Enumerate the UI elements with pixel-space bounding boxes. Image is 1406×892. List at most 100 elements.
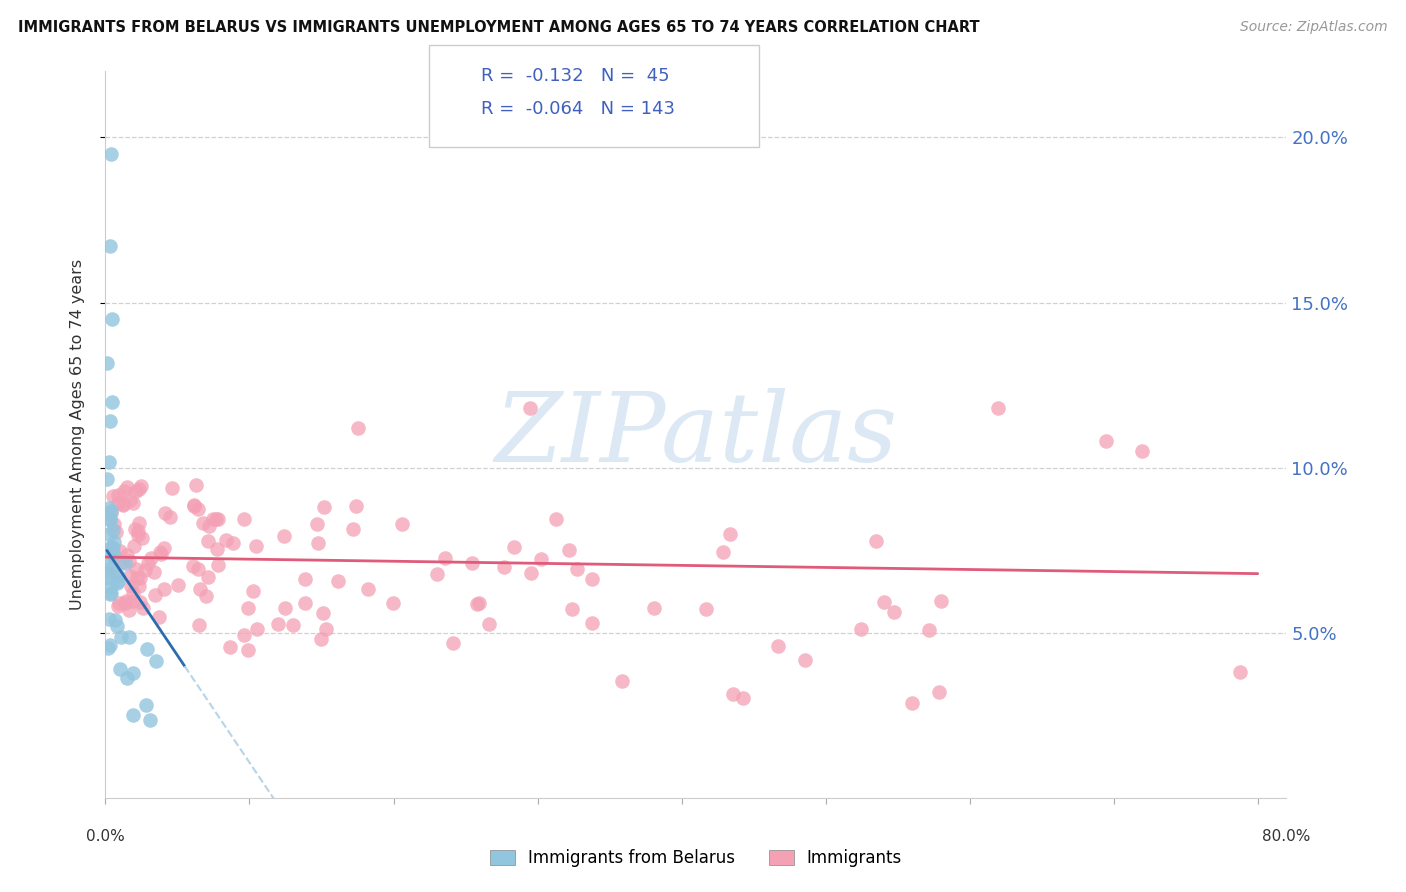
Point xyxy=(143,565,166,579)
Point xyxy=(433,550,456,565)
Point xyxy=(149,545,172,559)
Point xyxy=(104,613,127,627)
Point xyxy=(152,582,174,597)
Point xyxy=(219,640,242,655)
Point xyxy=(128,482,150,496)
Point xyxy=(128,579,150,593)
Point xyxy=(883,606,905,620)
Point xyxy=(98,586,121,600)
Point xyxy=(391,517,413,532)
Point xyxy=(117,630,139,644)
Point xyxy=(101,489,124,503)
Point xyxy=(342,522,364,536)
Point xyxy=(131,532,153,546)
Point xyxy=(246,623,269,637)
Point xyxy=(124,539,146,553)
Point xyxy=(245,539,267,553)
Point xyxy=(100,541,122,555)
Point xyxy=(135,642,157,657)
Point xyxy=(198,518,221,533)
Point xyxy=(357,582,380,596)
Point xyxy=(233,512,256,526)
Point xyxy=(558,543,581,558)
Point xyxy=(103,566,125,580)
Point xyxy=(873,594,896,608)
Point xyxy=(98,638,121,652)
Point xyxy=(346,421,368,435)
Point xyxy=(443,636,465,650)
Point xyxy=(188,582,211,596)
Point xyxy=(104,550,127,565)
Point xyxy=(145,654,167,668)
Point xyxy=(215,533,238,547)
Point xyxy=(108,662,131,676)
Point xyxy=(131,601,153,615)
Point xyxy=(111,555,134,569)
Point xyxy=(849,622,872,636)
Point xyxy=(520,566,543,581)
Point xyxy=(721,687,744,701)
Point xyxy=(188,618,211,632)
Point xyxy=(114,483,136,498)
Text: ZIPatlas: ZIPatlas xyxy=(495,388,897,482)
Text: 0.0%: 0.0% xyxy=(86,829,125,844)
Point xyxy=(101,541,124,555)
Point xyxy=(121,585,143,599)
Point xyxy=(307,536,329,550)
Point xyxy=(546,512,568,526)
Point xyxy=(127,524,149,539)
Legend: Immigrants from Belarus, Immigrants: Immigrants from Belarus, Immigrants xyxy=(484,842,908,873)
Point xyxy=(111,497,134,511)
Point xyxy=(1132,444,1154,458)
Point xyxy=(96,559,118,574)
Point xyxy=(305,516,328,531)
Point xyxy=(928,684,950,698)
Point xyxy=(127,528,149,542)
Point xyxy=(561,602,583,616)
Point xyxy=(187,562,209,576)
Point xyxy=(312,500,335,515)
Point xyxy=(194,589,217,603)
Point xyxy=(610,673,633,688)
Point xyxy=(118,554,141,568)
Point xyxy=(143,588,166,602)
Point xyxy=(718,527,741,541)
Point xyxy=(96,356,118,370)
Point xyxy=(150,548,173,562)
Point xyxy=(115,548,138,562)
Point xyxy=(98,239,121,253)
Y-axis label: Unemployment Among Ages 65 to 74 years: Unemployment Among Ages 65 to 74 years xyxy=(70,260,84,610)
Point xyxy=(101,559,124,574)
Point xyxy=(193,516,215,530)
Point xyxy=(460,556,482,570)
Text: IMMIGRANTS FROM BELARUS VS IMMIGRANTS UNEMPLOYMENT AMONG AGES 65 TO 74 YEARS COR: IMMIGRANTS FROM BELARUS VS IMMIGRANTS UN… xyxy=(18,20,980,35)
Point xyxy=(107,574,129,588)
Point xyxy=(128,516,150,531)
Point xyxy=(114,596,136,610)
Point xyxy=(530,551,553,566)
Point xyxy=(134,562,156,576)
Point xyxy=(294,595,316,609)
Point xyxy=(114,556,136,570)
Point xyxy=(312,606,335,620)
Point xyxy=(103,516,125,531)
Point xyxy=(107,599,129,613)
Point xyxy=(315,622,337,636)
Point xyxy=(148,609,170,624)
Point xyxy=(274,601,297,615)
Point xyxy=(118,603,141,617)
Text: R =  -0.064   N = 143: R = -0.064 N = 143 xyxy=(481,100,675,118)
Point xyxy=(236,642,259,657)
Point xyxy=(96,566,118,580)
Point xyxy=(901,696,924,710)
Point xyxy=(184,477,207,491)
Point xyxy=(344,500,367,514)
Point xyxy=(197,570,219,584)
Point xyxy=(205,541,228,556)
Point xyxy=(100,147,122,161)
Point xyxy=(492,560,515,574)
Text: Source: ZipAtlas.com: Source: ZipAtlas.com xyxy=(1240,20,1388,34)
Point xyxy=(207,512,229,526)
Point xyxy=(125,562,148,576)
Point xyxy=(232,628,254,642)
